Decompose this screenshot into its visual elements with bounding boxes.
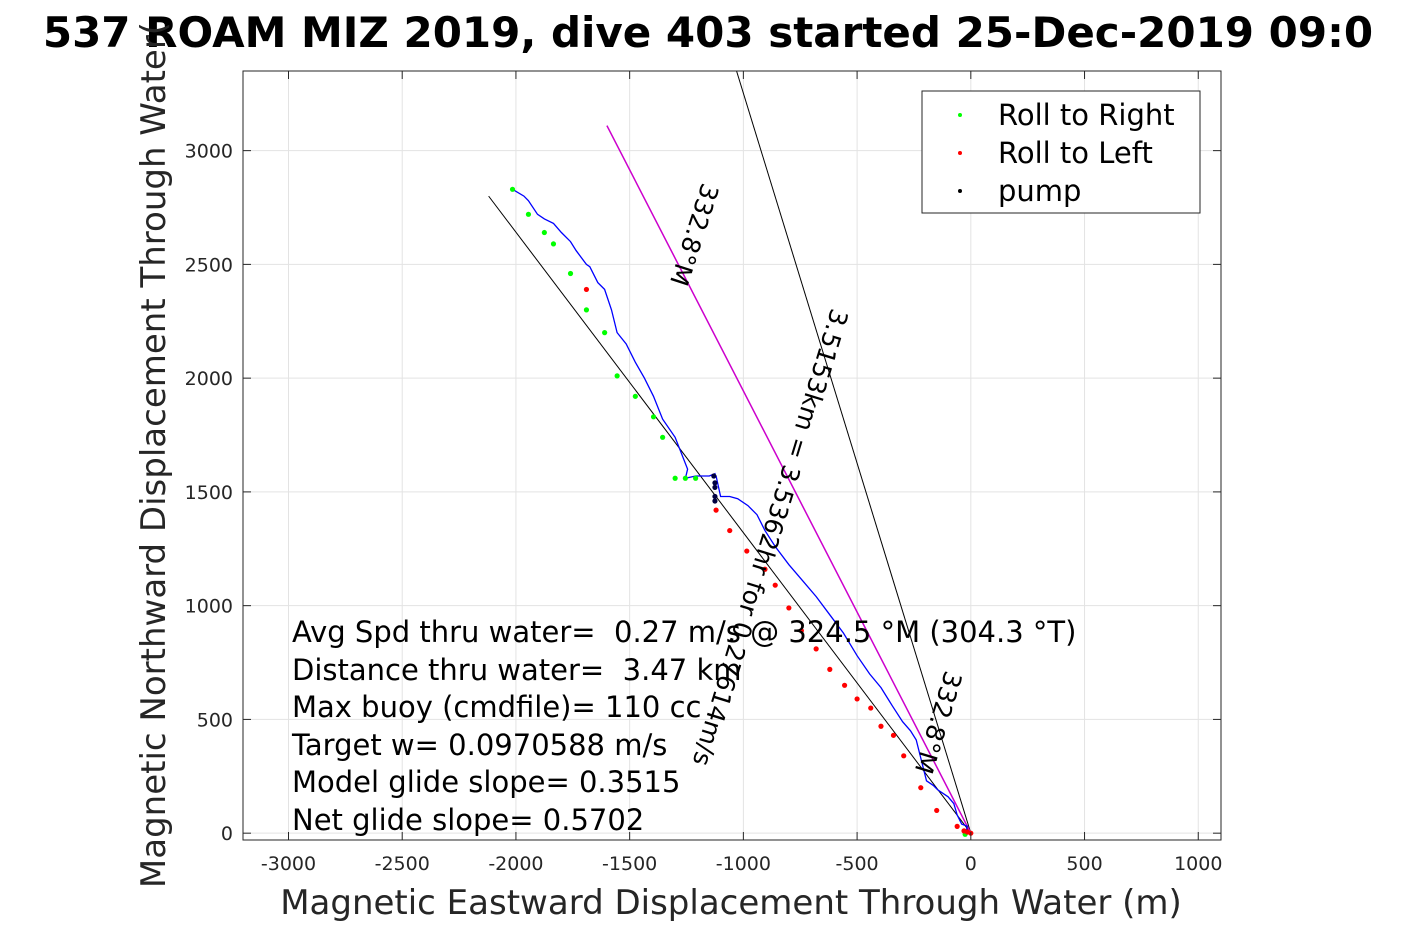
roll-right-point	[525, 211, 532, 217]
x-ticks: -3000 -2500 -2000 -1500 -1000 -500 0 500 1000	[261, 71, 1222, 875]
markers	[509, 186, 974, 837]
pump-point	[712, 480, 718, 486]
roll-right-point	[550, 241, 557, 247]
roll-left-point	[878, 723, 884, 729]
pump-point	[712, 498, 718, 504]
roll-left-point	[744, 548, 750, 554]
roll-left-point	[713, 507, 719, 513]
x-tick-label: -2000	[488, 853, 543, 875]
roll-right-point	[632, 393, 638, 399]
legend-label-pump: pump	[998, 174, 1081, 208]
plot-frame	[242, 70, 1222, 841]
roll-right-point	[693, 475, 699, 481]
pump-point	[712, 484, 718, 490]
roll-right-point	[567, 270, 574, 277]
roll-right-point	[541, 229, 547, 236]
roll-left-point	[841, 682, 848, 688]
pump-point	[711, 473, 717, 479]
roll-left-point	[827, 666, 833, 672]
legend-label-roll-right: Roll to Right	[998, 98, 1175, 132]
legend-label-roll-left: Roll to Left	[998, 136, 1153, 170]
x-tick-label: -500	[836, 853, 879, 875]
roll-right-point	[650, 414, 657, 420]
roll-left-point	[954, 823, 960, 829]
y-tick-label: 1500	[185, 482, 233, 504]
x-tick-label: -1500	[602, 853, 657, 875]
y-tick-label: 2500	[185, 254, 233, 276]
roll-left-point	[868, 705, 874, 711]
x-axis-label: Magnetic Eastward Displacement Through W…	[280, 883, 1182, 923]
roll-left-point	[901, 753, 907, 759]
pump-point	[712, 493, 718, 500]
stats-annotation: Avg Spd thru water= 0.27 m/s @ 324.5 °M …	[291, 615, 1076, 837]
roll-left-point	[583, 286, 590, 293]
roll-right-point	[660, 434, 666, 440]
x-tick-label: -1000	[716, 853, 771, 875]
x-tick-label: 500	[1066, 853, 1102, 875]
chart-title: 537 ROAM MIZ 2019, dive 403 started 25-D…	[43, 8, 1373, 57]
roll-left-point	[918, 785, 924, 791]
annotation-distance: Distance thru water= 3.47 km	[292, 653, 742, 687]
legend-marker-roll-right	[958, 113, 962, 117]
roll-left-point	[727, 527, 733, 534]
roll-right-point	[672, 475, 678, 481]
y-tick-label: 0	[221, 823, 233, 845]
y-tick-label: 1000	[185, 596, 233, 618]
annotation-target-w: Target w= 0.0970588 m/s	[291, 728, 667, 762]
roll-left-point	[786, 605, 792, 611]
roll-left-point	[762, 566, 768, 572]
roll-left-point	[854, 696, 860, 702]
reference-line	[488, 195, 972, 834]
legend-marker-pump	[958, 189, 962, 193]
roll-left-point	[772, 582, 778, 588]
y-tick-label: 2000	[185, 368, 233, 390]
roll-right-point	[509, 186, 516, 192]
roll-right-point	[682, 475, 688, 481]
x-tick-label: 1000	[1174, 853, 1222, 875]
annotation-net-glide: Net glide slope= 0.5702	[292, 803, 644, 837]
x-tick-label: 0	[965, 853, 977, 875]
legend-box	[921, 90, 1201, 214]
y-tick-label: 3000	[185, 141, 233, 163]
reference-line	[606, 125, 972, 834]
annotation-model-glide: Model glide slope= 0.3515	[292, 765, 680, 799]
dive-track	[512, 188, 969, 835]
roll-right-point	[583, 307, 590, 313]
annotation-avg-speed: Avg Spd thru water= 0.27 m/s @ 324.5 °M …	[292, 615, 1076, 649]
roll-right-point	[602, 330, 608, 336]
y-ticks: 0 500 1000 1500 2000 2500 3000	[185, 141, 1221, 845]
roll-right-point	[614, 373, 620, 379]
x-tick-label: -2500	[375, 853, 430, 875]
y-tick-label: 500	[197, 709, 233, 731]
roll-left-point	[934, 807, 940, 814]
roll-left-point	[798, 628, 804, 634]
roll-left-point	[890, 732, 897, 738]
reference-line	[736, 71, 972, 834]
reference-lines	[488, 71, 972, 834]
y-axis-label: Magnetic Northward Displacement Through …	[134, 22, 174, 888]
roll-left-point	[813, 646, 819, 652]
x-tick-label: -3000	[261, 853, 316, 875]
legend-marker-roll-left	[958, 151, 962, 155]
annotation-max-buoy: Max buoy (cmdfile)= 110 cc	[292, 690, 701, 724]
legend: Roll to Right Roll to Left pump	[921, 90, 1201, 214]
